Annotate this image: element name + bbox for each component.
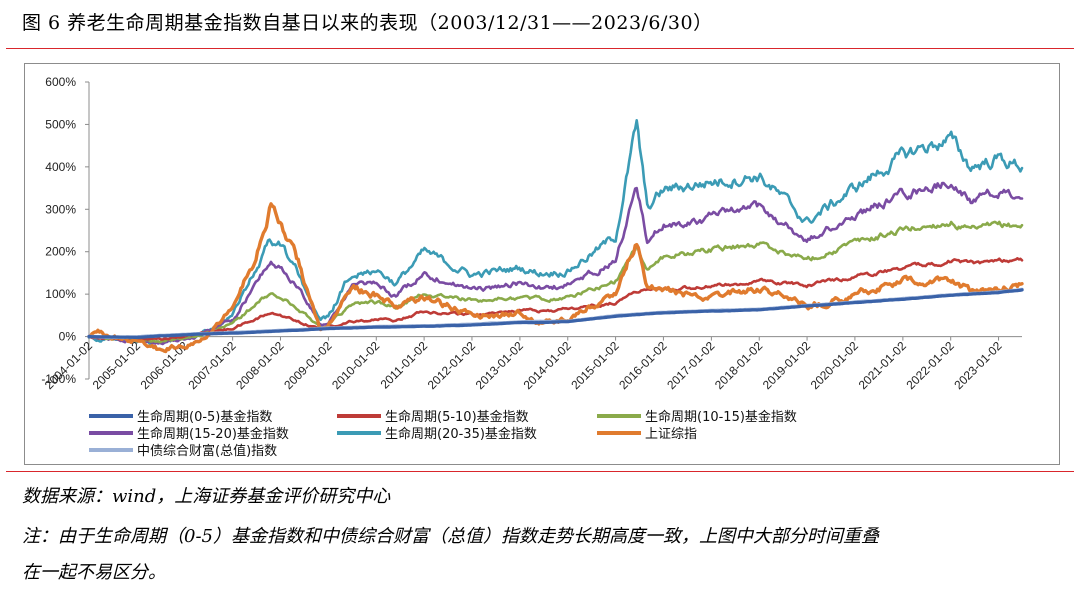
legend-label-2: 生命周期(10-15)基金指数 [645,409,797,425]
x-tick-label: 2019-01-02 [760,339,814,393]
x-tick-label: 2020-01-02 [808,339,862,393]
chart-frame: 600% 500% 400% 300% 200% 100% 0% -100% 2004-01-0… [24,63,1060,465]
x-tick-label: 2007-01-02 [185,339,239,393]
y-tick-label: 200% [45,245,76,259]
legend-label-5: 上证综指 [645,427,697,442]
x-tick-label: 2013-01-02 [473,339,527,393]
x-tick-label: 2008-01-02 [233,339,287,393]
series-line-3 [87,181,1024,346]
y-tick-label: 100% [45,287,76,301]
y-tick-label: -100% [41,372,76,386]
y-tick-label: 500% [45,117,76,131]
figure-title: 图 6 养老生命周期基金指数自基日以来的表现（2003/12/31——2023/… [22,12,713,34]
x-tick-label: 2012-01-02 [425,339,479,393]
legend-label-1: 生命周期(5-10)基金指数 [385,409,529,425]
x-tick-label: 2023-01-02 [951,339,1005,393]
x-tick-label: 2016-01-02 [616,339,670,393]
y-tick-label: 600% [45,75,76,89]
legend-label-6: 中债综合财富(总值)指数 [137,443,277,459]
x-tick-label: 2014-01-02 [521,339,575,393]
line-chart: 600%500%400%300%200%100%0%-100%2004-01-0… [41,75,1024,459]
legend-label-4: 生命周期(20-35)基金指数 [385,426,537,442]
y-tick-label: 300% [45,202,76,216]
data-source-note: 数据来源：wind，上海证券基金评价研究中心 [22,486,391,507]
series-line-2 [87,220,1024,344]
series-line-0 [87,288,1024,340]
series-line-1 [87,257,1024,341]
series-line-4 [87,119,1024,345]
x-tick-label: 2015-01-02 [568,339,622,393]
bottom-divider [6,471,1074,472]
x-tick-label: 2017-01-02 [664,339,718,393]
x-tick-label: 2011-01-02 [378,339,431,392]
x-tick-label: 2022-01-02 [904,339,958,393]
x-tick-label: 2010-01-02 [329,339,383,393]
x-tick-label: 2009-01-02 [281,339,335,393]
top-divider [6,48,1074,49]
x-tick-label: 2005-01-02 [90,339,144,393]
y-tick-label: 400% [45,160,76,174]
legend-label-3: 生命周期(15-20)基金指数 [137,426,289,442]
y-tick-label: 0% [59,330,77,344]
footnote-line-2: 在一起不易区分。 [22,562,166,583]
x-tick-label: 2021-01-02 [856,339,910,393]
x-tick-label: 2018-01-02 [712,339,766,393]
footnote-line-1: 注：由于生命周期（0-5）基金指数和中债综合财富（总值）指数走势长期高度一致，上… [22,526,879,547]
legend-label-0: 生命周期(0-5)基金指数 [137,409,272,425]
